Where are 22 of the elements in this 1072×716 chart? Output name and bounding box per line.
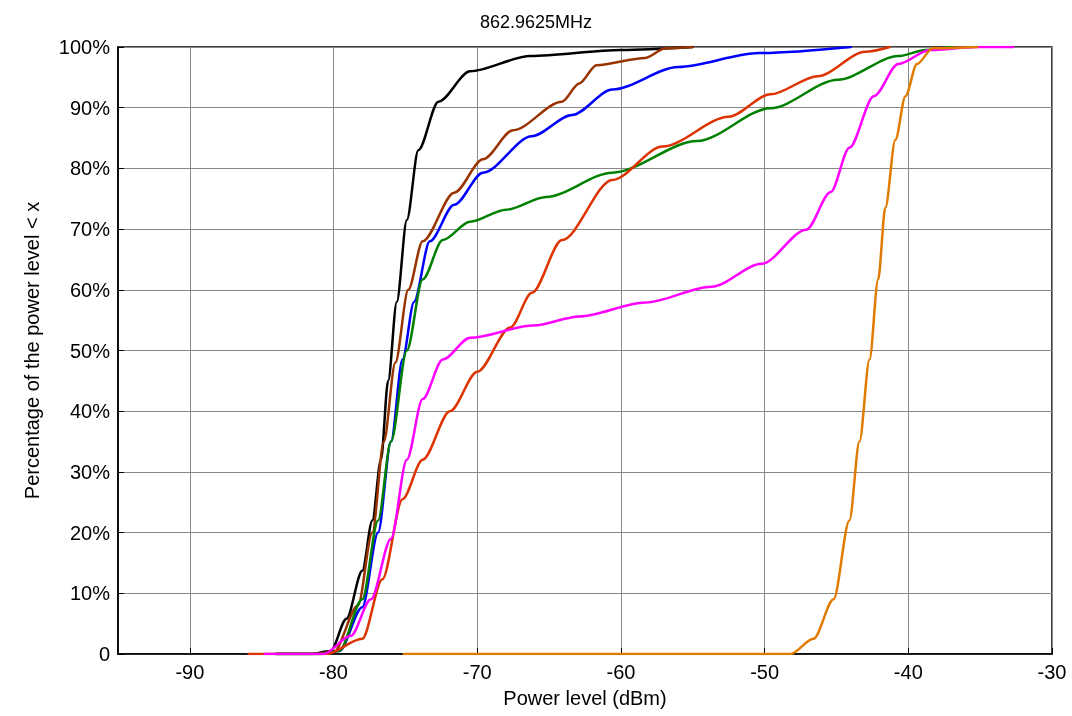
y-tick-label: 20%: [69, 521, 111, 544]
x-tick-label: -60: [606, 661, 636, 683]
y-tick-label: 50%: [69, 339, 111, 362]
x-tick-label: -80: [319, 661, 348, 683]
y-axis-title: Percentage of the power level < x: [21, 201, 43, 500]
y-tick-label: 40%: [69, 400, 111, 423]
y-tick-label: 10%: [69, 582, 111, 605]
y-tick-label: 100%: [58, 36, 111, 58]
y-tick-label: 70%: [69, 218, 111, 241]
y-tick-label: 80%: [69, 157, 111, 180]
x-tick-label: -40: [893, 661, 923, 683]
x-tick-label: -50: [750, 661, 780, 683]
y-tick-label: 90%: [69, 96, 111, 119]
chart-title: 862.9625MHz: [479, 12, 593, 32]
y-tick-label: 60%: [69, 278, 111, 301]
x-tick-label: -70: [462, 661, 492, 683]
x-tick-label: -30: [1037, 661, 1067, 683]
y-tick-label: 30%: [69, 460, 111, 483]
line-series: [402, 45, 979, 656]
x-tick-label: -90: [175, 661, 205, 683]
y-tick-label: 0: [98, 643, 110, 665]
x-axis-title: Power level (dBm): [503, 687, 667, 709]
